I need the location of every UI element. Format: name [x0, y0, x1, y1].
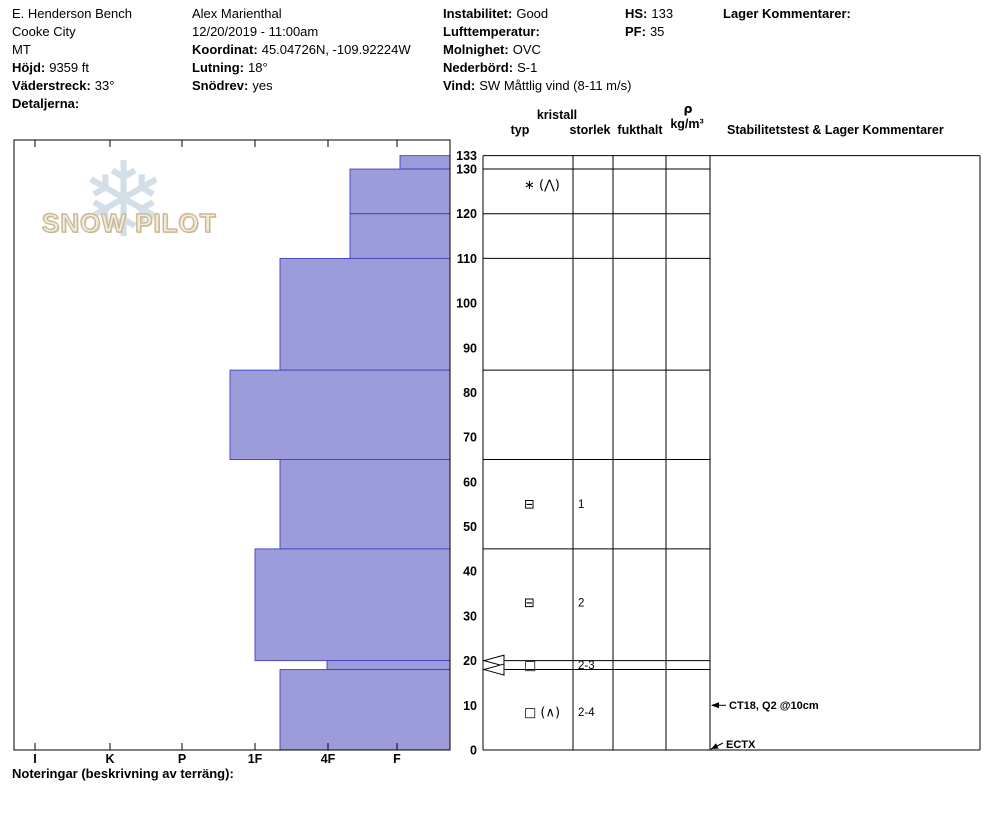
- terrain-notes-label: Noteringar (beskrivning av terräng):: [12, 766, 234, 781]
- pf-value: 35: [649, 24, 665, 39]
- slope-angle-label: Lutning:: [192, 60, 244, 75]
- grain-type-symbol: ⊟: [524, 498, 535, 513]
- slope-angle-value: 18°: [247, 60, 268, 75]
- column-header-density-symbol: ρ: [684, 101, 693, 116]
- pf-label: PF:: [625, 24, 646, 39]
- elevation-label: Höjd:: [12, 60, 46, 75]
- drifting-snow-label: Snödrev:: [192, 78, 249, 93]
- observation-datetime: 12/20/2019 - 11:00am: [192, 24, 319, 39]
- test-arrow-head-icon: [711, 743, 719, 749]
- hs-value: 133: [651, 6, 674, 21]
- grain-size-value: 2-3: [578, 660, 595, 672]
- coordinates-value: 45.04726N, -109.92224W: [261, 42, 411, 57]
- grain-size-value: 2: [578, 598, 584, 610]
- snow-layer-bar: [279, 257, 451, 371]
- hardness-axis-label: K: [105, 752, 114, 766]
- layer-comments-label: Lager Kommentarer:: [723, 6, 851, 21]
- depth-tick-label: 70: [463, 431, 477, 445]
- site-name: E. Henderson Bench: [12, 6, 132, 21]
- precip-label: Nederbörd:: [443, 60, 514, 75]
- precip-value: S-1: [517, 60, 538, 75]
- sky-cover-value: OVC: [512, 42, 541, 57]
- snow-layer-bar: [279, 669, 451, 751]
- elevation-value: 9359 ft: [49, 60, 89, 75]
- depth-tick-label: 0: [470, 744, 477, 758]
- details-label: Detaljerna:: [12, 96, 80, 111]
- snow-layer-bar: [279, 459, 451, 550]
- hardness-axis-label: F: [393, 752, 401, 766]
- hardness-axis-label: 1F: [248, 752, 263, 766]
- grain-size-value: 2-4: [578, 707, 595, 719]
- snowflake-icon: ❄: [80, 139, 168, 261]
- totals-column: HS: 133 PF: 35: [625, 5, 673, 41]
- instability-value: Good: [516, 6, 549, 21]
- snow-layer-bar: [326, 660, 451, 671]
- sky-cover-label: Molnighet:: [443, 42, 509, 57]
- snow-layer-bar: [349, 168, 451, 215]
- hs-label: HS:: [625, 6, 648, 21]
- hardness-chart-frame: [13, 139, 451, 751]
- air-temp-label: Lufttemperatur:: [443, 24, 540, 39]
- hardness-axis-label: 4F: [321, 752, 336, 766]
- grain-size-value: 1: [578, 499, 584, 511]
- site-state: MT: [12, 42, 31, 57]
- wind-label: Vind:: [443, 78, 476, 93]
- depth-tick-label: 50: [463, 520, 477, 534]
- drifting-snow-value: yes: [252, 78, 273, 93]
- depth-tick-label: 100: [456, 297, 477, 311]
- depth-tick-label: 120: [456, 207, 477, 221]
- depth-tick-label: 110: [457, 252, 477, 266]
- stability-test-annotation: ECTX: [726, 739, 756, 751]
- weak-layer-arrow-icon: [482, 663, 505, 676]
- depth-tick-label: 90: [463, 341, 477, 355]
- hardness-axis-label: I: [33, 752, 36, 766]
- column-header-storlek: storlek: [570, 123, 611, 137]
- aspect-value: 33°: [94, 78, 115, 93]
- snow-layer-bar: [399, 155, 451, 170]
- snow-layer-bar: [229, 369, 451, 460]
- wind-value: SW Måttlig vind (8-11 m/s): [479, 78, 632, 93]
- location-column: E. Henderson Bench Cooke City MT Höjd: 93…: [12, 5, 132, 113]
- observer-column: Alex Marienthal 12/20/2019 - 11:00am Koo…: [192, 5, 411, 95]
- column-header-kristall: kristall: [537, 108, 577, 122]
- stability-test-annotation: CT18, Q2 @10cm: [729, 700, 819, 712]
- column-header-fukthalt: fukthalt: [617, 123, 663, 137]
- coordinates-label: Koordinat:: [192, 42, 258, 57]
- depth-tick-label: 60: [463, 475, 477, 489]
- depth-tick-label: 130: [456, 163, 477, 177]
- instability-label: Instabilitet:: [443, 6, 513, 21]
- site-area: Cooke City: [12, 24, 76, 39]
- column-header-density-unit: kg/m³: [670, 117, 703, 131]
- weather-column: Instabilitet: Good Lufttemperatur: Molnig…: [443, 5, 631, 95]
- depth-tick-label: 133: [456, 149, 477, 163]
- grain-type-symbol: ∗ (⋀): [524, 178, 560, 193]
- weak-layer-arrow-icon: [482, 654, 505, 667]
- depth-tick-label: 10: [463, 699, 477, 713]
- layer-comments-header: Lager Kommentarer:: [723, 5, 855, 23]
- observer-name: Alex Marienthal: [192, 6, 282, 21]
- test-arrow-head-icon: [711, 702, 719, 709]
- aspect-label: Väderstreck:: [12, 78, 91, 93]
- hardness-axis-label: P: [178, 752, 186, 766]
- column-header-stability-comments: Stabilitetstest & Lager Kommentarer: [727, 123, 944, 137]
- depth-tick-label: 20: [463, 654, 477, 668]
- depth-tick-label: 80: [463, 386, 477, 400]
- depth-tick-label: 40: [463, 565, 477, 579]
- grain-type-symbol: ⊟: [524, 596, 535, 611]
- grain-type-symbol: □: [524, 659, 536, 674]
- snow-layer-bar: [254, 548, 451, 662]
- snowpilot-logo-text: SNOW PILOT: [41, 207, 217, 238]
- snowpilot-logo: ❄ SNOW PILOT: [38, 148, 228, 278]
- snow-layer-bar: [349, 213, 451, 259]
- column-header-typ: typ: [511, 123, 530, 137]
- depth-tick-label: 30: [463, 609, 477, 623]
- grain-type-symbol: □ (∧): [524, 706, 560, 721]
